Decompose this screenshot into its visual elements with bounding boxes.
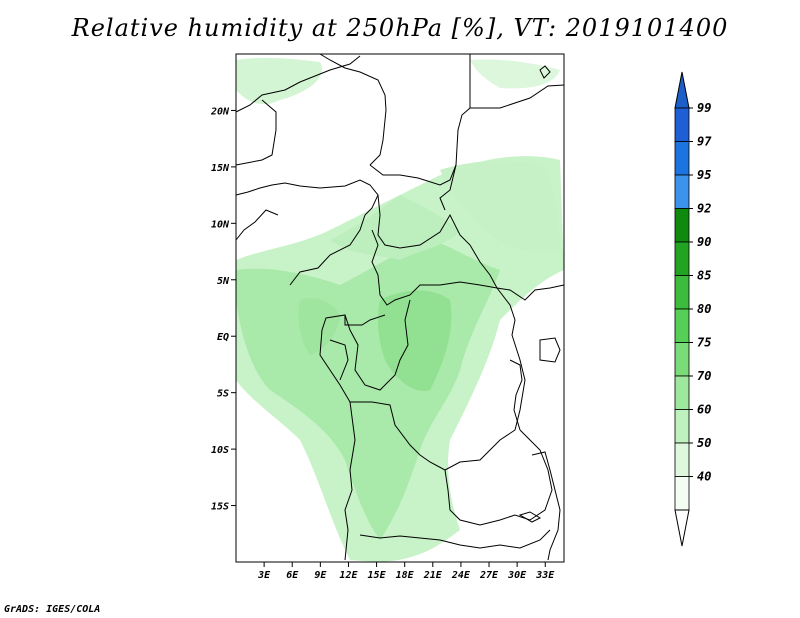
colorbar-label: 92 <box>697 202 711 216</box>
map-frame <box>235 53 565 563</box>
lat-tick-label: 5S <box>217 389 229 400</box>
colorbar-label: 85 <box>697 269 711 283</box>
lat-tick-label: 15N <box>211 163 230 174</box>
grads-credit: GrADS: IGES/COLA <box>4 604 101 615</box>
colorbar-segment <box>674 442 690 477</box>
colorbar-label: 40 <box>697 470 711 484</box>
colorbar-label: 97 <box>697 135 712 149</box>
latitude-axis: 20N 15N 10N 5N EQ 5S 10S 15S <box>210 106 236 513</box>
lon-tick-label: 18E <box>396 570 415 581</box>
colorbar-segment <box>674 275 690 310</box>
colorbar-label: 90 <box>697 235 711 249</box>
colorbar-segment <box>674 409 690 444</box>
lon-tick-label: 24E <box>451 570 471 581</box>
colorbar-label: 95 <box>697 168 711 182</box>
colorbar-segment <box>674 241 690 276</box>
lon-tick-label: 33E <box>535 570 555 581</box>
longitude-axis: 3E 6E 9E 12E 15E 18E 21E 24E 27E 30E 33E <box>257 562 555 581</box>
humidity-field <box>236 57 564 562</box>
lon-tick-label: 3E <box>257 570 271 581</box>
colorbar-label: 75 <box>697 336 711 350</box>
map-title: Relative humidity at 250hPa [%], VT: 201… <box>71 14 729 42</box>
lon-tick-label: 6E <box>286 570 299 581</box>
lat-tick-label: EQ <box>217 332 229 343</box>
lon-tick-label: 15E <box>368 570 387 581</box>
colorbar-top-arrow <box>674 71 690 109</box>
colorbar-label: 50 <box>697 436 711 450</box>
lon-tick-label: 21E <box>423 570 443 581</box>
colorbar-label: 60 <box>697 403 711 417</box>
lon-tick-label: 9E <box>314 570 327 581</box>
colorbar-label: 99 <box>697 101 711 115</box>
lon-tick-label: 30E <box>507 570 527 581</box>
colorbar-segment <box>674 375 690 410</box>
colorbar-segment <box>674 107 690 142</box>
colorbar-segment <box>674 308 690 343</box>
lat-tick-label: 15S <box>211 502 229 513</box>
colorbar-segment <box>674 476 690 511</box>
colorbar-segment <box>674 208 690 243</box>
colorbar-bottom-arrow <box>674 509 690 547</box>
lat-tick-label: 10N <box>211 219 230 230</box>
colorbar-label: 80 <box>697 302 711 316</box>
colorbar-segment <box>674 174 690 209</box>
colorbar-segment <box>674 141 690 176</box>
country-borders <box>235 53 565 561</box>
colorbar-segment <box>674 342 690 377</box>
lat-tick-label: 10S <box>211 445 229 456</box>
colorbar-label: 70 <box>697 369 711 383</box>
lon-tick-label: 12E <box>339 570 358 581</box>
lon-tick-label: 27E <box>479 570 499 581</box>
lat-tick-label: 20N <box>210 106 230 117</box>
lat-tick-label: 5N <box>217 276 230 287</box>
colorbar: 99 97 95 92 90 85 80 75 70 60 50 40 <box>674 71 712 547</box>
